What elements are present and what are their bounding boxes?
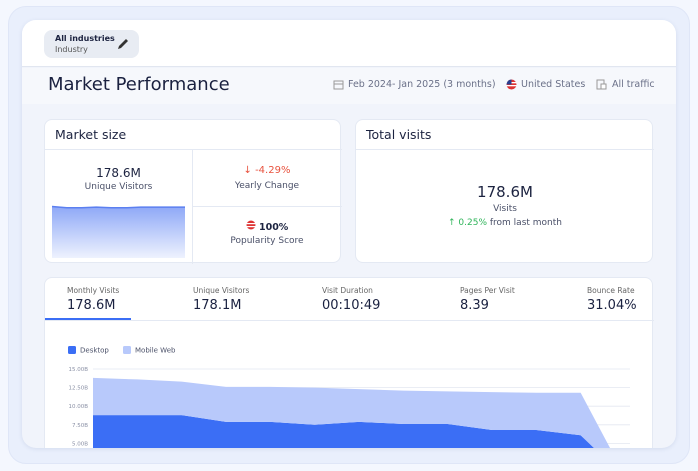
- filter-subtitle: Industry: [55, 45, 88, 54]
- metric-value: 00:10:49: [322, 298, 381, 313]
- metric-value: 178.1M: [193, 298, 242, 313]
- y-tick-label: 7.50B: [72, 423, 88, 429]
- metric-value: 178.6M: [67, 298, 116, 313]
- sparkline-area: [52, 206, 185, 258]
- flag-icon: [506, 79, 517, 90]
- date-range[interactable]: Feb 2024- Jan 2025 (3 months): [348, 79, 496, 90]
- metric-label: Unique Visitors: [193, 286, 250, 295]
- popularity: 100%: [192, 220, 342, 233]
- visits-change: ↑ 0.25% from last month: [448, 218, 562, 228]
- yearly-change-value: -4.29%: [255, 165, 291, 176]
- active-tab-indicator: [45, 318, 131, 320]
- page-title: Market Performance: [48, 74, 230, 95]
- calendar-icon: [333, 80, 344, 90]
- total-visits-card: Total visits 178.6M Visits ↑ 0.25% from …: [355, 119, 654, 263]
- area: [93, 377, 611, 448]
- industry-filter[interactable]: All industries Industry: [44, 30, 139, 58]
- y-tick-label: 10.00B: [68, 404, 88, 410]
- card-title: Total visits: [366, 127, 432, 142]
- metric-label: Visit Duration: [322, 286, 373, 295]
- filter-title: All industries: [55, 34, 115, 43]
- change-label: from last month: [489, 218, 562, 228]
- metric-label: Bounce Rate: [587, 286, 635, 295]
- legend-item[interactable]: Mobile Web: [123, 346, 176, 355]
- metric-tab[interactable]: Pages Per Visit 8.39: [460, 286, 515, 313]
- metric-tab[interactable]: Monthly Visits 178.6M: [67, 286, 119, 313]
- popularity-value: 100%: [258, 222, 289, 233]
- market-size-card: Market size 178.6M Unique Visitors ↓ -4.…: [44, 119, 342, 264]
- sparkline: [52, 205, 185, 258]
- country[interactable]: United States: [521, 79, 586, 90]
- legend-checkbox: [68, 346, 76, 354]
- card-title: Market size: [55, 127, 127, 142]
- legend-label: Mobile Web: [135, 347, 176, 355]
- flag-icon: [246, 220, 256, 230]
- metric-label: Monthly Visits: [67, 286, 120, 295]
- metric-tab[interactable]: Visit Duration 00:10:49: [322, 286, 380, 313]
- header: Market Performance Feb 2024- Jan 2025 (3…: [22, 68, 676, 104]
- legend-item[interactable]: Desktop: [68, 346, 109, 355]
- legend-label: Desktop: [80, 347, 109, 355]
- traffic-icon: [596, 79, 607, 90]
- visitors-value: 178.6M: [96, 166, 141, 180]
- visitors-label: Unique Visitors: [84, 182, 153, 192]
- traffic[interactable]: All traffic: [612, 79, 655, 90]
- visits-label: Visits: [493, 204, 517, 214]
- metric-label: Pages Per Visit: [460, 286, 515, 295]
- area: [93, 415, 595, 448]
- metric-value: 31.04%: [587, 298, 637, 313]
- top-bar: All industries Industry: [22, 20, 676, 67]
- yearly-change-label: Yearly Change: [234, 181, 300, 191]
- legend: Desktop Mobile Web: [68, 346, 176, 355]
- metric-value: 8.39: [460, 298, 489, 313]
- change-value: 0.25%: [458, 218, 487, 228]
- y-tick-label: 5.00B: [72, 441, 88, 447]
- yearly-change: ↓ -4.29%: [243, 165, 291, 176]
- metric-tab[interactable]: Bounce Rate 31.04%: [587, 286, 637, 313]
- dashboard: All industries Industry Market Performan…: [22, 20, 676, 448]
- visits-value: 178.6M: [477, 183, 533, 201]
- legend-checkbox: [123, 346, 131, 354]
- metric-tab[interactable]: Unique Visitors 178.1M: [193, 286, 249, 313]
- y-tick-label: 12.50B: [68, 386, 88, 392]
- popularity-label: Popularity Score: [230, 236, 304, 246]
- sparkline-line: [52, 205, 185, 209]
- edit-icon[interactable]: [116, 37, 130, 51]
- y-tick-label: 15.00B: [68, 367, 88, 373]
